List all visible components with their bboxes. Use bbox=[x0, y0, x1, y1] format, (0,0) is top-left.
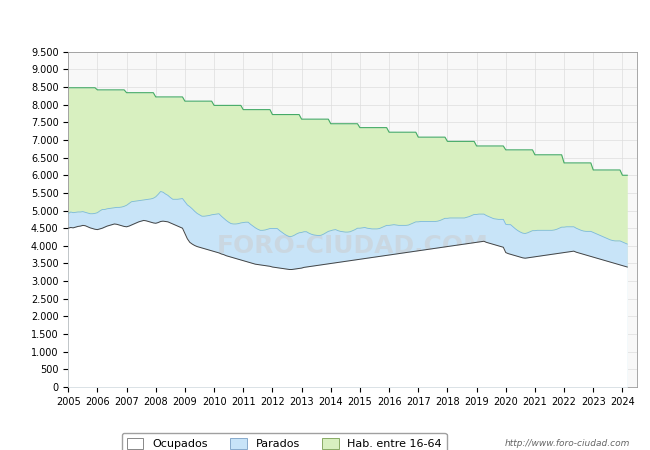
Text: As Pontes de García Rodríguez - Evolucion de la poblacion en edad de Trabajar Ma: As Pontes de García Rodríguez - Evolucio… bbox=[16, 17, 634, 30]
Text: http://www.foro-ciudad.com: http://www.foro-ciudad.com bbox=[505, 439, 630, 448]
Legend: Ocupados, Parados, Hab. entre 16-64: Ocupados, Parados, Hab. entre 16-64 bbox=[122, 433, 447, 450]
Text: FORO-CIUDAD.COM: FORO-CIUDAD.COM bbox=[216, 234, 489, 258]
